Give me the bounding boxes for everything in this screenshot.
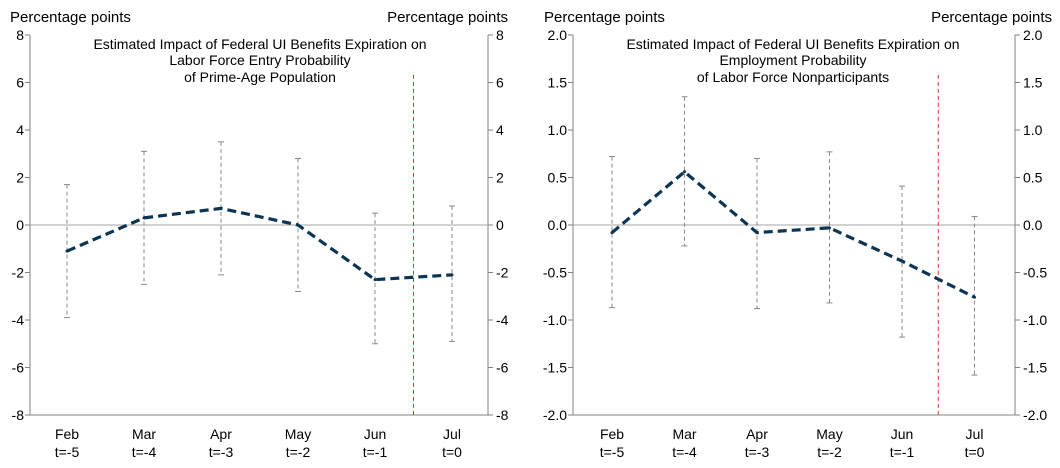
- y-tick-label-right: 0.5: [1023, 170, 1043, 186]
- y-tick-label-left: 1.0: [548, 122, 568, 138]
- y-tick-label-left: -2: [12, 265, 25, 281]
- y-tick-label-left: 0.0: [548, 217, 568, 233]
- y-tick-label-right: 2.0: [1023, 27, 1043, 43]
- data-point: [450, 273, 454, 277]
- y-tick-label-right: 4: [496, 122, 504, 138]
- x-category-month: Mar: [132, 426, 156, 442]
- y-tick-label-right: 0: [496, 217, 504, 233]
- chart-title-line-2: Employment Probability: [719, 52, 866, 68]
- data-point: [610, 231, 614, 235]
- data-point: [828, 226, 831, 230]
- x-category-period: t=-2: [817, 444, 842, 460]
- left-axis-unit-label: Percentage points: [544, 9, 665, 26]
- y-tick-label-left: 4: [16, 122, 24, 138]
- y-tick-label-left: 2: [16, 170, 24, 186]
- y-tick-label-left: -2.0: [543, 407, 567, 423]
- y-tick-label-right: 2: [496, 170, 504, 186]
- y-tick-label-right: 1.5: [1023, 75, 1043, 91]
- plot-area: -8 -8 -6 -6 -4 -4 -2 -2 0 0 2 2 4 4 6 6 8 8 Feb t=-5 Mar t=-4…: [12, 27, 509, 460]
- y-tick-label-left: -4: [12, 312, 25, 328]
- y-tick-label-right: 1.0: [1023, 122, 1043, 138]
- panel-labor-force-entry: Percentage points Percentage points Esti…: [10, 9, 509, 460]
- chart-title-line-1: Estimated Impact of Federal UI Benefits …: [93, 36, 426, 52]
- y-tick-label-left: 8: [16, 27, 24, 43]
- y-tick-label-left: 0: [16, 217, 24, 233]
- data-point: [142, 216, 146, 220]
- y-tick-label-right: -1.0: [1023, 312, 1047, 328]
- x-category-period: t=0: [965, 444, 985, 460]
- y-tick-label-right: -2: [496, 265, 509, 281]
- y-tick-label-left: 0.5: [548, 170, 568, 186]
- x-category-period: t=-5: [55, 444, 80, 460]
- y-tick-label-left: -1.5: [543, 360, 567, 376]
- y-tick-label-right: -2.0: [1023, 407, 1047, 423]
- x-category-month: Jun: [891, 426, 914, 442]
- x-category-month: Feb: [55, 426, 79, 442]
- y-tick-label-left: -6: [12, 360, 25, 376]
- y-tick-label-right: 6: [496, 75, 504, 91]
- x-category-period: t=-2: [286, 444, 311, 460]
- x-category-month: Apr: [210, 426, 232, 442]
- chart-title-line-2: Labor Force Entry Probability: [169, 52, 350, 68]
- data-point: [973, 295, 976, 299]
- y-tick-label-right: 8: [496, 27, 504, 43]
- left-axis-unit-label: Percentage points: [10, 9, 131, 26]
- y-tick-label-right: -1.5: [1023, 360, 1047, 376]
- x-category-period: t=-1: [890, 444, 915, 460]
- data-point: [219, 206, 223, 210]
- chart-title-line-1: Estimated Impact of Federal UI Benefits …: [626, 36, 959, 52]
- x-category-month: Jun: [364, 426, 387, 442]
- data-point: [296, 223, 300, 227]
- x-category-period: t=-3: [209, 444, 234, 460]
- x-category-period: t=-5: [600, 444, 625, 460]
- x-category-period: t=-3: [745, 444, 770, 460]
- y-tick-label-right: -8: [496, 407, 509, 423]
- chart-title-line-3: of Labor Force Nonparticipants: [697, 69, 889, 85]
- chart-title-line-3: of Prime-Age Population: [184, 69, 336, 85]
- y-tick-label-left: -0.5: [543, 265, 567, 281]
- x-category-month: May: [816, 426, 842, 442]
- plot-area: -2.0 -2.0 -1.5 -1.5 -1.0 -1.0 -0.5 -0.5 0.0 0.0 0.…: [543, 27, 1047, 460]
- data-point: [755, 231, 759, 235]
- data-point: [900, 259, 904, 263]
- series-line: [66, 206, 453, 282]
- x-category-period: t=0: [442, 444, 462, 460]
- x-category-month: Apr: [746, 426, 768, 442]
- x-category-month: Mar: [672, 426, 696, 442]
- x-category-month: Jul: [443, 426, 461, 442]
- right-axis-unit-label: Percentage points: [931, 9, 1052, 26]
- right-axis-unit-label: Percentage points: [387, 9, 508, 26]
- y-tick-label-left: -8: [12, 407, 25, 423]
- y-tick-label-right: -6: [496, 360, 509, 376]
- panel-employment-probability: Percentage points Percentage points Esti…: [543, 9, 1052, 460]
- y-tick-label-right: -4: [496, 312, 509, 328]
- x-category-period: t=-4: [132, 444, 157, 460]
- y-tick-label-left: 2.0: [548, 27, 568, 43]
- x-category-month: Jul: [966, 426, 984, 442]
- x-category-month: Feb: [600, 426, 624, 442]
- y-tick-label-right: 0.0: [1023, 217, 1043, 233]
- x-category-month: May: [285, 426, 311, 442]
- y-tick-label-left: -1.0: [543, 312, 567, 328]
- data-point: [65, 249, 69, 253]
- y-tick-label-left: 6: [16, 75, 24, 91]
- y-tick-label-left: 1.5: [548, 75, 568, 91]
- data-point: [373, 278, 377, 282]
- x-category-period: t=-1: [363, 444, 388, 460]
- data-point: [683, 170, 686, 174]
- y-tick-label-right: -0.5: [1023, 265, 1047, 281]
- x-category-period: t=-4: [672, 444, 697, 460]
- series-line: [610, 170, 976, 299]
